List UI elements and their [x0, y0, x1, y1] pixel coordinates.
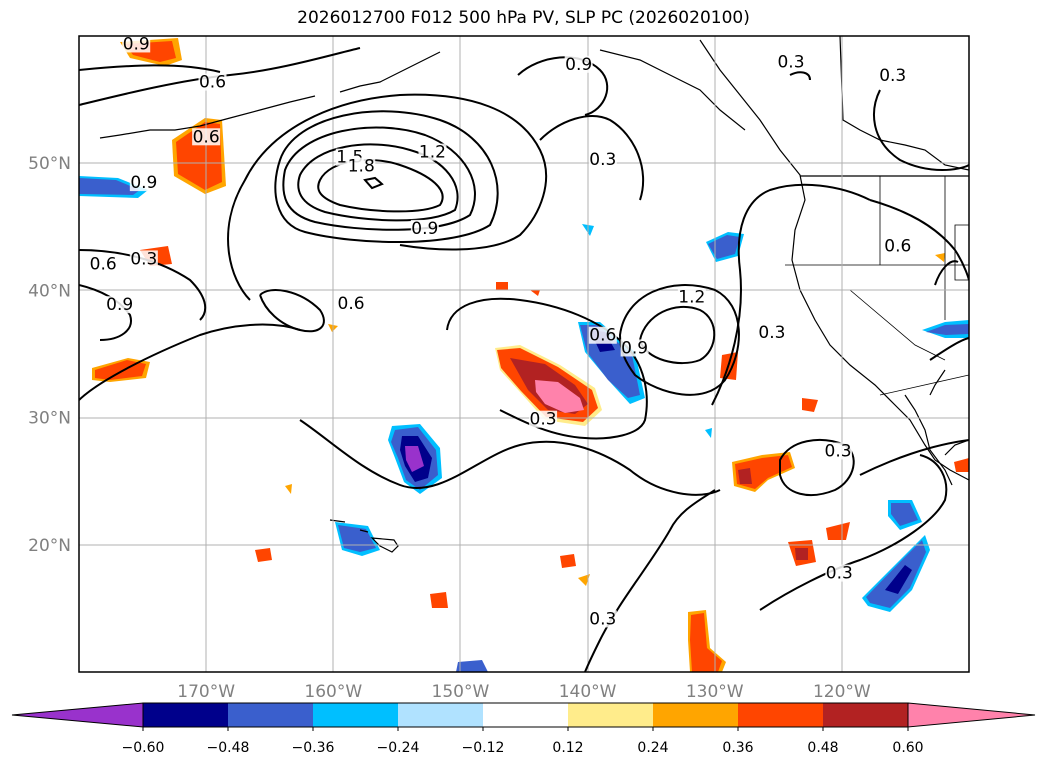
colorbar-ticks: −0.60 −0.48 −0.36 −0.24 −0.12 0.12 0.24 0.36 0.4… — [122, 727, 924, 756]
colorbar-cell — [568, 703, 653, 727]
contour-label: 0.9 — [123, 34, 150, 54]
latitude-label: 40°N — [28, 281, 71, 301]
colorbar-frame — [142, 702, 909, 728]
contour-label-background — [620, 339, 649, 357]
map-title: 2026012700 F012 500 hPa PV, SLP PC (2026… — [297, 8, 750, 28]
colorbar-cell — [483, 703, 568, 727]
latitude-label: 50°N — [28, 154, 71, 174]
contour-label: 0.6 — [884, 237, 911, 257]
contour-label-background — [129, 250, 158, 268]
colorbar-tick-label: 0.48 — [807, 740, 838, 756]
contour-label: 0.9 — [130, 173, 157, 193]
contour-label-background — [878, 67, 907, 85]
colorbar-cells — [11, 702, 1036, 728]
colorbar: −0.60 −0.48 −0.36 −0.24 −0.12 0.12 0.24 0.36 0.4… — [11, 702, 1036, 756]
contour-label-background — [529, 410, 558, 428]
contour-label-background — [89, 255, 118, 273]
coastlines — [99, 36, 969, 553]
contour-label: 1.2 — [678, 288, 705, 308]
colorbar-extend-high — [907, 702, 1036, 728]
longitude-label: 160°W — [304, 682, 362, 702]
colorbar-extend-low — [11, 702, 144, 728]
contour-label-background — [588, 610, 617, 628]
contour-label-background — [825, 564, 854, 582]
contour-label: 0.6 — [338, 294, 365, 314]
colorbar-cell — [228, 703, 313, 727]
contour-label-background — [777, 53, 805, 71]
contour-label-background — [564, 55, 593, 73]
contour-label: 0.9 — [106, 295, 133, 315]
colorbar-tick-label: 0.36 — [722, 740, 753, 756]
colorbar-cell — [398, 703, 483, 727]
contour-label: 0.3 — [130, 249, 157, 269]
gridlines — [79, 36, 969, 672]
contour-label: 0.6 — [589, 326, 616, 346]
colorbar-tick-label: 0.60 — [892, 740, 923, 756]
contour-label-background — [129, 174, 158, 192]
contour-label: 0.3 — [589, 150, 616, 170]
contour-label: 0.6 — [199, 73, 226, 93]
latitude-label: 20°N — [28, 536, 71, 556]
contour-label-background — [347, 157, 376, 175]
contour-label: 1.8 — [348, 157, 375, 177]
contour-label: 0.6 — [90, 255, 117, 275]
contour-label: 0.3 — [826, 564, 853, 584]
contour-label-background — [588, 326, 617, 344]
contour-label-background — [757, 324, 786, 342]
colorbar-cell — [313, 703, 398, 727]
longitude-label: 130°W — [686, 682, 744, 702]
longitude-labels: 170°W 160°W 150°W 140°W 130°W 120°W — [177, 682, 871, 702]
contour-label: 0.6 — [193, 127, 220, 147]
contour-label-background — [192, 128, 221, 146]
colorbar-tick-label: −0.48 — [207, 740, 250, 756]
contour-label-background — [410, 219, 439, 237]
colorbar-cell — [738, 703, 823, 727]
contour-label-background — [105, 296, 134, 314]
contour-label: 0.3 — [758, 323, 785, 343]
colorbar-cell — [143, 703, 228, 727]
latitude-labels: 50°N 40°N 30°N 20°N — [28, 154, 71, 556]
longitude-label: 120°W — [813, 682, 871, 702]
contour-label: 0.9 — [565, 55, 592, 75]
contour-label: 0.3 — [530, 410, 557, 430]
contour-label: 0.3 — [879, 66, 906, 86]
contour-label-background — [418, 143, 447, 161]
contour-label: 1.2 — [419, 143, 446, 163]
colorbar-tick-label: −0.24 — [377, 740, 420, 756]
contour-label-background — [677, 288, 706, 306]
contour-label-background — [337, 294, 366, 312]
longitude-label: 150°W — [432, 682, 490, 702]
contour-label: 0.3 — [825, 441, 852, 461]
colorbar-tick-label: −0.60 — [122, 740, 165, 756]
colorbar-tick-label: 0.24 — [637, 740, 668, 756]
colorbar-cell — [653, 703, 738, 727]
contour-label: 0.9 — [411, 219, 438, 239]
colorbar-tick-label: −0.12 — [462, 740, 505, 756]
contour-label: 0.9 — [621, 338, 648, 358]
latitude-label: 30°N — [28, 409, 71, 429]
longitude-label: 140°W — [559, 682, 617, 702]
longitude-label: 170°W — [177, 682, 235, 702]
contour-label-background — [198, 73, 227, 91]
colorbar-cell — [823, 703, 908, 727]
map-content: 0.90.60.60.91.51.81.20.90.90.30.30.30.60… — [79, 34, 969, 672]
colorbar-tick-label: 0.12 — [552, 740, 583, 756]
colorbar-tick-label: −0.36 — [292, 740, 335, 756]
contour-label-background — [883, 237, 912, 255]
contour-label-background — [588, 151, 617, 169]
slp-contours — [79, 47, 969, 672]
contour-label-background — [122, 36, 151, 53]
contour-labels: 0.90.60.60.91.51.81.20.90.90.30.30.30.60… — [89, 34, 912, 629]
contour-label-background — [824, 442, 853, 460]
map-frame — [78, 35, 970, 673]
contour-label: 0.3 — [589, 609, 616, 629]
contour-label: 0.3 — [777, 52, 804, 72]
